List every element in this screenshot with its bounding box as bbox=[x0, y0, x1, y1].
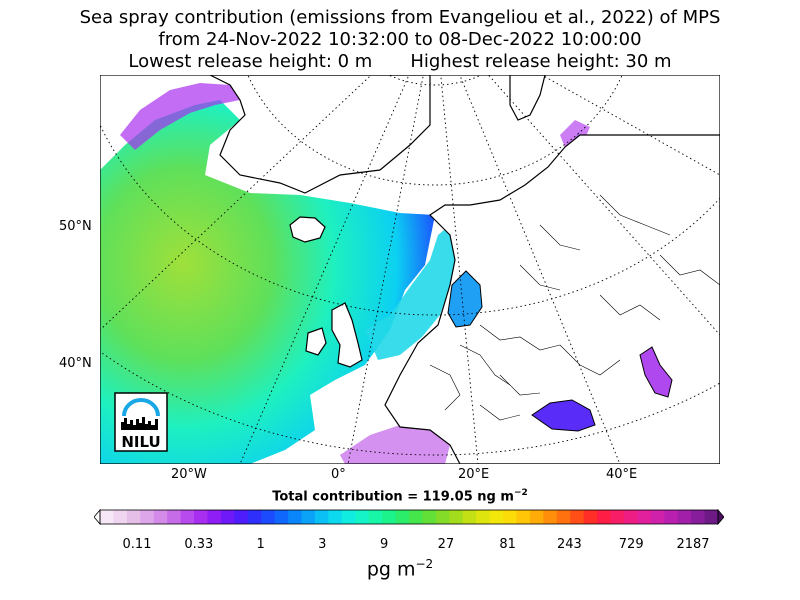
caspian-sea bbox=[639, 346, 673, 398]
colorbar-tick-label: 243 bbox=[556, 537, 582, 552]
colorbar-swatch bbox=[503, 510, 518, 524]
greenland-land bbox=[209, 75, 431, 194]
colorbar-swatch bbox=[570, 510, 585, 524]
lon-label-20e: 20°E bbox=[458, 467, 490, 482]
total-contribution-exponent: −2 bbox=[513, 488, 528, 498]
colorbar-swatch bbox=[180, 510, 195, 524]
colorbar-min-extension bbox=[94, 508, 101, 526]
colorbar-swatch bbox=[623, 510, 638, 524]
lowest-release-height: Lowest release height: 0 m bbox=[128, 51, 373, 72]
graticule bbox=[100, 75, 720, 464]
colorbar-swatch bbox=[597, 510, 612, 524]
colorbar-swatch bbox=[100, 510, 115, 524]
logo-text: NILU bbox=[121, 433, 160, 451]
colorbar-swatch bbox=[422, 510, 437, 524]
colorbar-swatch bbox=[409, 510, 424, 524]
total-contribution-label: Total contribution = 119.05 ng m bbox=[272, 489, 514, 505]
colorbar-swatch bbox=[704, 510, 719, 524]
colorbar-swatch bbox=[341, 510, 356, 524]
colorbar-tick-label: 0.11 bbox=[122, 537, 152, 552]
colorbar-swatch bbox=[314, 510, 329, 524]
colorbar-swatch bbox=[167, 510, 182, 524]
concentration-map: NILU bbox=[100, 75, 720, 464]
colorbar-swatch bbox=[462, 510, 477, 524]
colorbar-tick-label: 81 bbox=[499, 537, 516, 552]
release-heights: Lowest release height: 0 m Highest releas… bbox=[0, 51, 800, 72]
lon-label-20w: 20°W bbox=[171, 467, 207, 482]
colorbar-swatch bbox=[516, 510, 531, 524]
ireland-land bbox=[305, 327, 327, 356]
total-contribution: Total contribution = 119.05 ng m−2 bbox=[0, 488, 800, 504]
colorbar-tick-label: 27 bbox=[437, 537, 455, 552]
colorbar bbox=[94, 508, 724, 526]
colorbar-swatch bbox=[140, 510, 155, 524]
baltic-sea bbox=[447, 270, 483, 328]
highest-release-height: Highest release height: 30 m bbox=[410, 51, 672, 72]
colorbar-swatch bbox=[610, 510, 625, 524]
colorbar-swatch bbox=[194, 510, 209, 524]
colorbar-swatch bbox=[664, 510, 679, 524]
colorbar-swatch bbox=[301, 510, 316, 524]
colorbar-swatch bbox=[328, 510, 343, 524]
colorbar-swatch bbox=[234, 510, 249, 524]
colorbar-swatch bbox=[113, 510, 128, 524]
colorbar-swatch bbox=[556, 510, 571, 524]
colorbar-swatch bbox=[529, 510, 544, 524]
map-date-range: from 24-Nov-2022 10:32:00 to 08-Dec-2022… bbox=[158, 29, 642, 50]
colorbar-swatch bbox=[261, 510, 276, 524]
north-sea-plume bbox=[365, 225, 460, 360]
country-borders bbox=[429, 194, 720, 421]
greenland-edge-plume bbox=[120, 83, 240, 150]
colorbar-swatch bbox=[637, 510, 652, 524]
colorbar-swatch bbox=[247, 510, 262, 524]
colorbar-swatch bbox=[489, 510, 504, 524]
colorbar-swatch bbox=[677, 510, 692, 524]
lat-label-50n: 50°N bbox=[59, 219, 92, 234]
lon-label-40e: 40°E bbox=[606, 467, 638, 482]
colorbar-tick-label: 729 bbox=[618, 537, 644, 552]
colorbar-swatch bbox=[583, 510, 598, 524]
svalbard-land bbox=[509, 75, 546, 121]
colorbar-swatch bbox=[368, 510, 383, 524]
colorbar-swatch bbox=[153, 510, 168, 524]
mediterranean-plume bbox=[340, 425, 450, 464]
sea-spray-plume bbox=[100, 100, 435, 464]
colorbar-max-extension bbox=[717, 508, 724, 526]
black-sea bbox=[531, 399, 596, 432]
colorbar-tick-label: 0.33 bbox=[184, 537, 214, 552]
logo-arc bbox=[122, 398, 160, 417]
uk-land bbox=[331, 302, 363, 368]
colorbar-swatch bbox=[435, 510, 450, 524]
colorbar-tick-label: 9 bbox=[379, 537, 389, 552]
lat-label-40n: 40°N bbox=[59, 356, 92, 371]
colorbar-unit: pg m−2 bbox=[0, 557, 800, 580]
map-title: Sea spray contribution (emissions from E… bbox=[79, 7, 721, 28]
colorbar-tick-label: 1 bbox=[256, 537, 265, 552]
colorbar-tick-label: 3 bbox=[318, 537, 327, 552]
colorbar-swatch bbox=[449, 510, 464, 524]
unit-exponent: −2 bbox=[415, 557, 434, 571]
colorbar-swatch bbox=[543, 510, 558, 524]
iceland-land bbox=[289, 216, 326, 243]
colorbar-swatch bbox=[126, 510, 141, 524]
colorbar-swatch bbox=[476, 510, 491, 524]
unit-label: pg m bbox=[366, 558, 416, 581]
colorbar-swatch bbox=[207, 510, 222, 524]
colorbar-swatch bbox=[288, 510, 303, 524]
nilu-logo: NILU bbox=[114, 392, 168, 452]
colorbar-outline bbox=[99, 509, 719, 525]
colorbar-swatch bbox=[395, 510, 410, 524]
logo-skyline bbox=[121, 417, 158, 430]
colorbar-tick-label: 2187 bbox=[676, 537, 710, 552]
colorbar-swatch bbox=[220, 510, 235, 524]
colorbar-swatch bbox=[382, 510, 397, 524]
colorbar-swatch bbox=[274, 510, 289, 524]
colorbar-swatch bbox=[691, 510, 706, 524]
lon-label-0: 0° bbox=[331, 467, 346, 482]
colorbar-swatch bbox=[355, 510, 370, 524]
colorbar-swatch bbox=[650, 510, 665, 524]
